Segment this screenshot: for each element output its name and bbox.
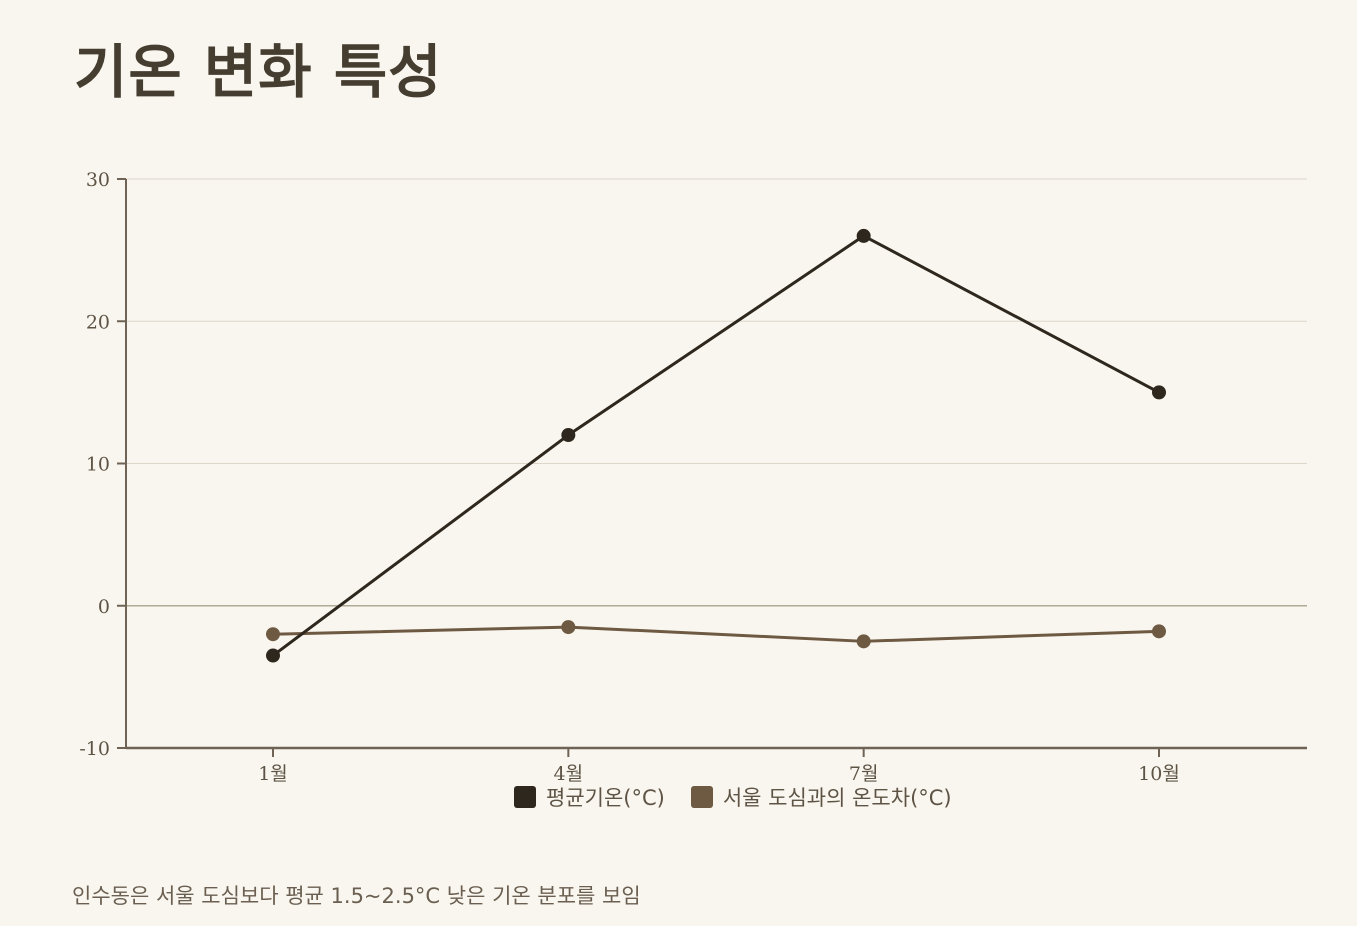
page-title: 기온 변화 특성 bbox=[74, 38, 443, 106]
x-tick-label: 7월 bbox=[849, 763, 879, 785]
legend: 평균기온(°C) 서울 도심과의 온도차(°C) bbox=[514, 782, 978, 812]
x-tick-labels: 1월 4월 7월 10월 bbox=[258, 763, 1180, 785]
y-tick-label: 10 bbox=[86, 454, 110, 476]
y-tick-labels: -10 0 10 20 30 bbox=[79, 169, 110, 760]
data-point[interactable] bbox=[856, 634, 871, 649]
footnote: 인수동은 서울 도심보다 평균 1.5~2.5°C 낮은 기온 분포를 보임 bbox=[72, 884, 641, 908]
legend-item-temp-diff[interactable]: 서울 도심과의 온도차(°C) bbox=[690, 782, 952, 812]
grid-lines bbox=[126, 178, 1307, 607]
series-avg-temp bbox=[266, 228, 1166, 663]
data-point[interactable] bbox=[561, 620, 576, 635]
axes bbox=[117, 178, 1307, 757]
x-tick-label: 4월 bbox=[554, 763, 584, 785]
x-tick-label: 10월 bbox=[1138, 763, 1180, 785]
series-line bbox=[272, 625, 1160, 643]
y-tick-label: 30 bbox=[86, 169, 110, 191]
data-point[interactable] bbox=[1152, 385, 1166, 400]
x-tick-label: 1월 bbox=[258, 763, 288, 785]
data-point[interactable] bbox=[266, 648, 280, 663]
legend-item-avg-temp[interactable]: 평균기온(°C) bbox=[514, 782, 665, 812]
data-point[interactable] bbox=[561, 428, 576, 443]
series bbox=[266, 228, 1166, 663]
legend-swatch-avg-temp bbox=[514, 786, 536, 808]
y-tick-label: 0 bbox=[98, 596, 110, 618]
legend-label-avg-temp: 평균기온(°C) bbox=[546, 786, 665, 810]
legend-label-temp-diff: 서울 도심과의 온도차(°C) bbox=[722, 786, 952, 810]
series-line bbox=[272, 234, 1160, 657]
y-tick-label: -10 bbox=[79, 738, 110, 760]
data-point[interactable] bbox=[1152, 624, 1166, 639]
series-temp-diff bbox=[266, 620, 1166, 649]
y-tick-label: 20 bbox=[86, 311, 110, 333]
data-point[interactable] bbox=[266, 627, 280, 642]
legend-swatch-temp-diff bbox=[690, 786, 713, 808]
data-point[interactable] bbox=[856, 228, 871, 243]
